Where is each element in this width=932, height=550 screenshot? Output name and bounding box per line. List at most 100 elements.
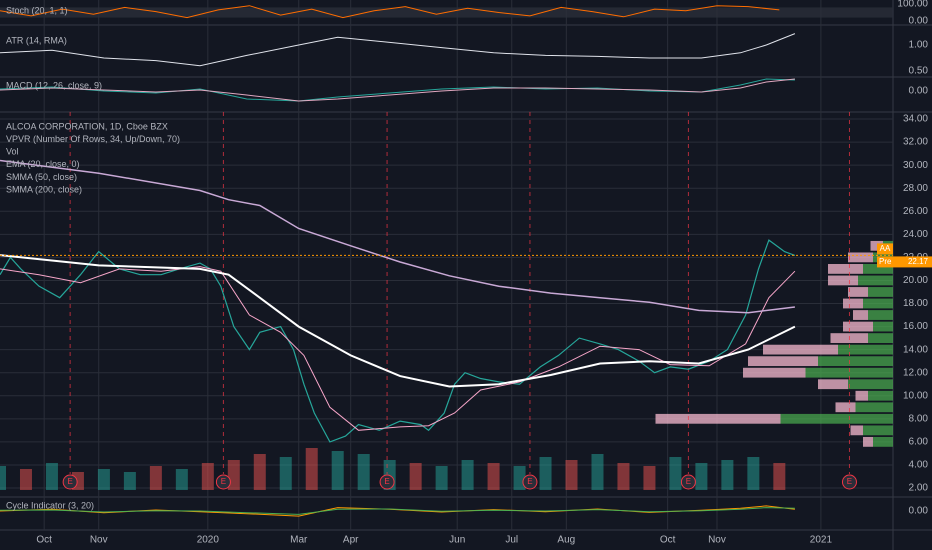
x-tick-label: Oct [36,535,52,546]
y-tick-label: 10.00 [903,390,928,401]
vpvr-down [853,310,868,320]
vpvr-down [743,367,806,378]
volume-bar [773,463,786,490]
vpvr-up [868,333,893,343]
volume-bar [97,469,110,490]
series-line [0,239,796,443]
x-tick-label: 2021 [810,535,833,546]
legend-entry: EMA (20, close, 0) [6,159,80,169]
volume-bar [45,463,58,490]
volume-bar [435,466,448,490]
vpvr-down [843,298,863,309]
series-line [0,507,795,515]
y-tick-label: 0.00 [909,16,929,27]
volume-bar [253,454,266,490]
x-tick-label: Nov [708,535,726,546]
vpvr-up [818,356,893,367]
volume-bar [695,463,708,490]
pre-label: Pre [879,257,892,266]
volume-bar [513,466,526,490]
volume-bar [409,463,422,490]
vpvr-down [870,240,883,251]
x-tick-label: Mar [290,535,308,546]
earnings-label: E [527,477,532,486]
series-line [0,5,780,19]
series-line [0,78,795,102]
series-line [0,159,795,314]
y-tick-label: 8.00 [909,413,929,424]
volume-bar [591,454,604,490]
vpvr-down [818,379,848,390]
earnings-marker [379,474,395,490]
symbol-label: AA [880,244,891,253]
series-line [0,266,796,431]
vpvr-up [780,413,893,424]
x-tick-label: Aug [557,535,575,546]
x-tick-label: Jul [505,535,518,546]
volume-bar [669,457,682,490]
earnings-label: E [67,477,72,486]
vpvr-down [835,402,856,413]
volume-bar [331,451,344,490]
legend-entry: SMMA (200, close) [6,184,82,194]
volume-bar [279,457,292,490]
x-tick-label: 2020 [197,535,220,546]
y-tick-label: 26.00 [903,206,928,217]
y-tick-label: 34.00 [903,114,928,125]
volume-bar [149,466,162,490]
volume-bar [305,448,318,490]
earnings-marker [841,474,857,490]
x-tick-label: Jun [449,535,465,546]
volume-bar [461,460,474,490]
vpvr-up [855,402,893,413]
y-tick-label: 16.00 [903,321,928,332]
vpvr-down [655,413,781,424]
pane-title: Cycle Indicator (3, 20) [6,500,94,510]
y-tick-label: 12.00 [903,367,928,378]
pre-badge [877,256,932,268]
y-tick-label: 1.00 [909,40,929,51]
legend-entry: VPVR (Number Of Rows, 34, Up/Down, 70) [6,134,180,144]
vpvr-up [873,436,893,447]
y-tick-label: 30.00 [903,160,928,171]
volume-bar [123,472,136,490]
volume-bar [0,466,6,490]
earnings-marker [62,474,78,490]
volume-bar [721,460,734,490]
volume-bar [201,463,214,490]
vpvr-down [863,436,873,447]
y-tick-label: 2.00 [909,483,929,494]
volume-bar [643,466,656,490]
series-line [0,33,796,67]
y-tick-label: 0.00 [909,86,929,97]
vpvr-down [763,344,838,355]
y-tick-label: 6.00 [909,437,929,448]
earnings-label: E [686,477,691,486]
vpvr-up [863,425,893,436]
symbol-badge [877,243,893,255]
vpvr-up [868,287,893,297]
vpvr-down [848,287,868,297]
y-tick-label: 4.00 [909,460,929,471]
vpvr-down [848,252,873,263]
vpvr-down [748,356,818,367]
series-line [0,254,796,388]
earnings-label: E [384,477,389,486]
y-tick-label: 0.50 [909,66,929,77]
legend-entry: SMMA (50, close) [6,172,77,182]
earnings-marker [680,474,696,490]
earnings-label: E [847,477,852,486]
pane-title: ALCOA CORPORATION, 1D, Cboe BZX [6,121,168,131]
vpvr-up [873,321,893,332]
series-line [0,78,795,102]
volume-bar [565,460,578,490]
vpvr-down [828,264,863,274]
vpvr-down [850,425,863,436]
vpvr-up [858,275,893,286]
y-tick-label: 28.00 [903,183,928,194]
volume-bar [617,463,630,490]
x-tick-label: Oct [660,535,676,546]
y-tick-label: 0.00 [909,506,929,517]
vpvr-down [855,390,868,401]
earnings-label: E [221,477,226,486]
